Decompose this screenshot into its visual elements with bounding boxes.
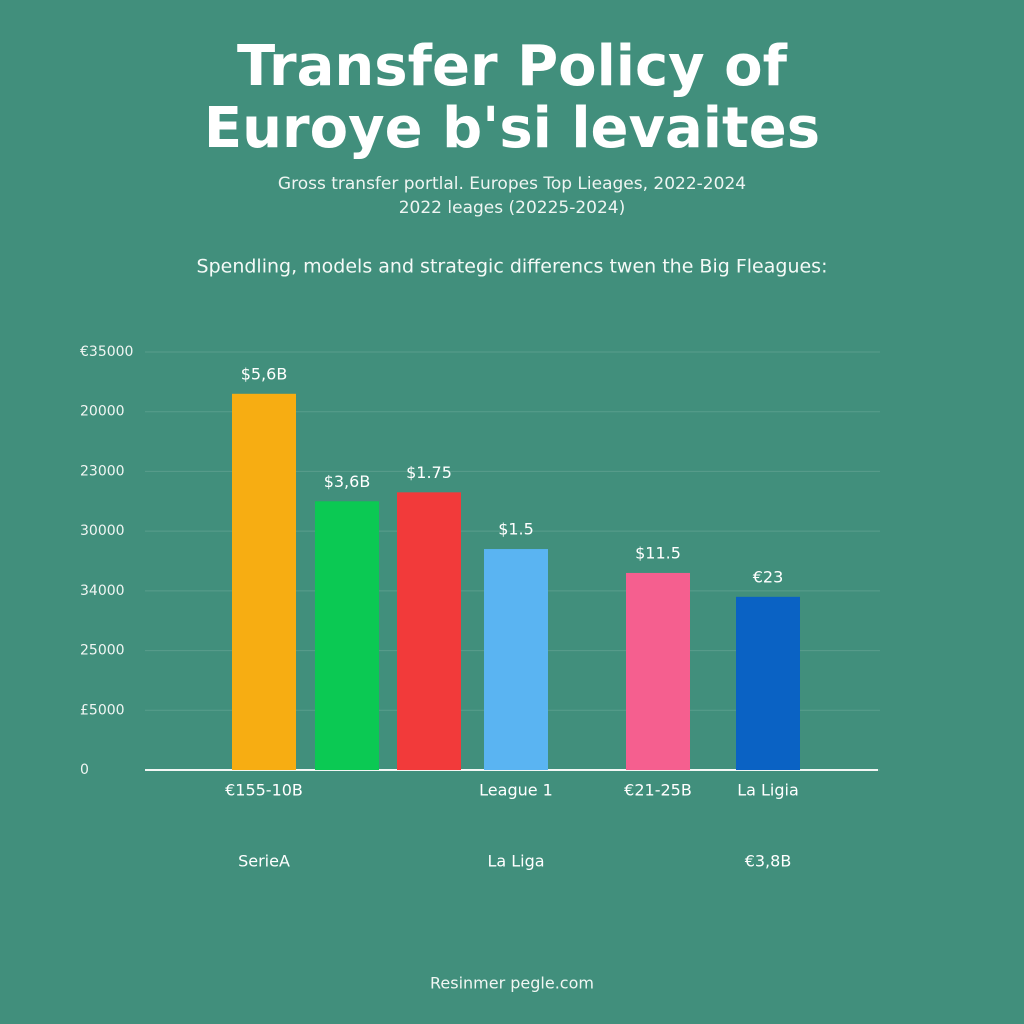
bar xyxy=(315,501,379,770)
chart-title: Euroye b'si levaites xyxy=(204,96,820,161)
y-tick-label: 23000 xyxy=(80,463,125,479)
y-tick-label: €35000 xyxy=(80,344,133,360)
y-tick-label: 25000 xyxy=(80,643,125,659)
x-tick-label: €21-25B xyxy=(624,781,692,800)
bar-label: $1.75 xyxy=(406,463,452,482)
y-tick-label: 34000 xyxy=(80,583,125,599)
x-tick-label: La Ligia xyxy=(737,781,799,800)
bar-label: €23 xyxy=(753,567,784,586)
bar xyxy=(626,572,690,770)
y-tick-label: £5000 xyxy=(80,702,125,718)
x-sub-label: €3,8B xyxy=(745,852,792,871)
bar xyxy=(736,596,800,770)
x-tick-label: €155-10B xyxy=(225,781,303,800)
x-sub-label: La Liga xyxy=(487,852,544,871)
subtitle: 2022 leages (20225-2024) xyxy=(399,198,626,218)
bar-label: $5,6B xyxy=(241,364,288,383)
y-tick-label: 0 xyxy=(80,762,89,778)
bar xyxy=(397,492,461,770)
y-tick-label: 30000 xyxy=(80,523,125,539)
bar-label: $1.5 xyxy=(498,520,534,539)
description: Spendling, models and strategic differen… xyxy=(197,256,828,278)
bar-label: $3,6B xyxy=(324,472,371,491)
x-sub-label: SerieA xyxy=(238,852,290,871)
bar xyxy=(232,393,296,770)
x-tick-label: League 1 xyxy=(479,781,553,800)
footer: Resinmer pegle.com xyxy=(430,974,594,993)
y-tick-label: 20000 xyxy=(80,404,125,420)
bar-label: $11.5 xyxy=(635,543,681,562)
bar xyxy=(484,549,548,770)
subtitle: Gross transfer portlal. Europes Top Liea… xyxy=(278,174,746,194)
chart-title: Transfer Policy of xyxy=(237,34,788,99)
